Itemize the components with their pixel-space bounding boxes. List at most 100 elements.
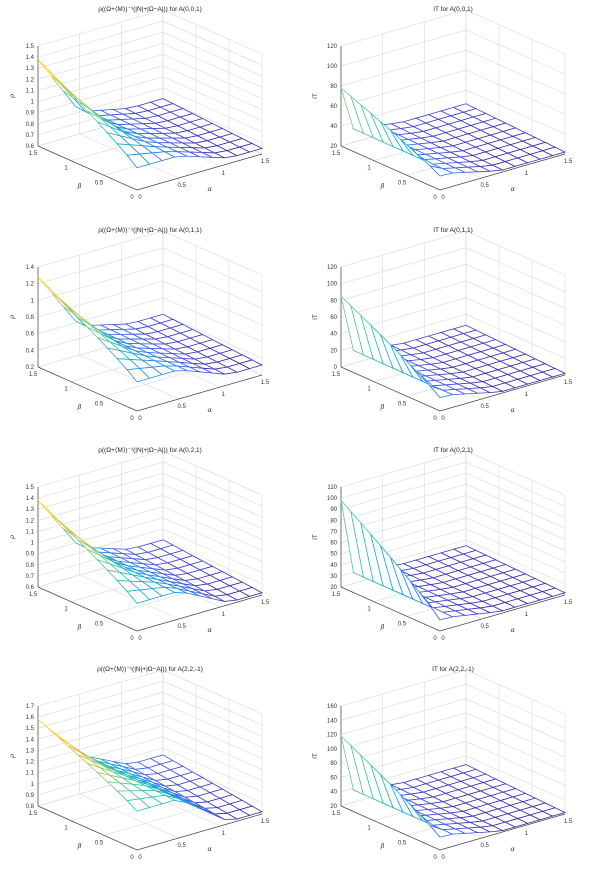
z-tick-label: 20 <box>330 585 337 591</box>
z-tick-label: 60 <box>330 104 337 110</box>
z-tick-label: 0 <box>334 365 338 371</box>
panel-title: IT for A(0,1,1) <box>433 227 473 234</box>
y-axis-label: β <box>380 623 385 631</box>
surface-mesh <box>37 719 264 820</box>
x-tick-label: 0.5 <box>480 624 489 630</box>
x-tick-label: 1.5 <box>564 380 573 386</box>
y-axis-label: β <box>77 842 82 850</box>
z-tick-label: 20 <box>330 144 337 150</box>
z-tick-label: 1.1 <box>26 529 35 535</box>
surface-panel-4: 0 20 40 60 80 100 120 0 0.5 1 1.5 α 0 0.5 1 1.5 β IT IT fo… <box>312 227 573 422</box>
surface-mesh <box>340 734 567 838</box>
y-tick-label: 0.5 <box>95 621 104 627</box>
y-tick-label: 0.5 <box>95 401 104 407</box>
z-tick-label: 1 <box>31 782 35 788</box>
z-tick-label: 100 <box>327 747 338 753</box>
z-tick-label: 1 <box>31 541 35 547</box>
panel-title: IT for A(0,0,1) <box>433 6 473 13</box>
z-tick-label: 120 <box>327 44 338 50</box>
surface-panel-6: 20 30 40 50 60 70 80 90 100 110 0 0.5 1 1.5 α 0 0.5 1 1.5 β… <box>312 447 573 642</box>
z-axis-label: ρ <box>8 754 16 759</box>
x-tick-label: 1 <box>525 831 529 837</box>
x-tick-label: 0.5 <box>480 843 489 849</box>
y-tick-label: 1 <box>367 826 371 832</box>
x-tick-label: 1 <box>222 612 226 618</box>
surface-mesh <box>340 86 567 177</box>
z-axis-label: IT <box>312 534 319 540</box>
x-tick-label: 0.5 <box>177 843 186 849</box>
y-tick-label: 0 <box>433 855 437 861</box>
z-tick-label: 50 <box>330 552 337 558</box>
y-tick-label: 1.5 <box>332 811 341 817</box>
y-tick-label: 1 <box>64 387 68 393</box>
x-tick-label: 1 <box>222 171 226 177</box>
y-tick-label: 0.5 <box>398 401 407 407</box>
x-tick-label: 0 <box>138 636 142 642</box>
surface-panel-3: 0.2 0.4 0.6 0.8 1 1.2 1.4 0 0.5 1 1.5 α 0 0.5 1 1.5 β ρ ρ(… <box>8 226 270 422</box>
z-tick-label: 20 <box>330 348 337 354</box>
x-tick-label: 1.5 <box>261 600 270 606</box>
surface-quad <box>62 90 86 112</box>
z-axis-label: ρ <box>8 535 16 540</box>
panel-title: ρ((Ω+⟨M⟩)⁻¹(|N|+|Ω−A|)) for A(0,1,1) <box>98 226 202 234</box>
z-tick-label: 0.9 <box>26 552 35 558</box>
z-tick-label: 60 <box>330 541 337 547</box>
surface-panel-5: 0.6 0.7 0.8 0.9 1 1.1 1.2 1.3 1.4 1.5 0 0.5 1 1.5 α 0 0.… <box>8 446 270 642</box>
z-tick-label: 1.4 <box>26 496 35 502</box>
y-tick-label: 0 <box>130 855 134 861</box>
x-tick-label: 0 <box>441 195 445 201</box>
x-tick-label: 1.5 <box>564 159 573 165</box>
z-tick-label: 100 <box>327 282 338 288</box>
y-tick-label: 1.5 <box>29 151 38 157</box>
x-tick-label: 0.5 <box>177 624 186 630</box>
z-tick-label: 0.7 <box>26 133 35 139</box>
surface-mesh <box>37 276 264 383</box>
z-tick-label: 80 <box>330 761 337 767</box>
y-tick-label: 1 <box>64 607 68 613</box>
z-tick-label: 0.4 <box>26 348 35 354</box>
z-tick-label: 1.3 <box>26 748 35 754</box>
z-tick-label: 60 <box>330 775 337 781</box>
z-tick-label: 1.5 <box>26 44 35 50</box>
x-tick-label: 0.5 <box>480 183 489 189</box>
x-tick-label: 1.5 <box>564 600 573 606</box>
surface-panel-1: 0.6 0.7 0.8 0.9 1 1.1 1.2 1.3 1.4 1.5 0 0.5 1 1.5 α 0 0.… <box>8 5 270 201</box>
z-tick-label: 0.8 <box>26 563 35 569</box>
y-tick-label: 1.5 <box>29 372 38 378</box>
surface-panel-7: 0.8 0.9 1 1.1 1.2 1.3 1.4 1.5 1.6 1.7 0 0.5 1 1.5 α 0 0.… <box>8 665 270 861</box>
x-tick-label: 0 <box>441 416 445 422</box>
surface-quad <box>126 153 151 169</box>
y-tick-label: 1.5 <box>29 592 38 598</box>
y-tick-label: 1.5 <box>29 811 38 817</box>
x-axis-label: α <box>207 406 212 414</box>
surface-quad <box>126 368 151 383</box>
z-axis-label: ρ <box>8 94 16 99</box>
y-tick-label: 0.5 <box>398 180 407 186</box>
y-tick-label: 1 <box>64 826 68 832</box>
x-tick-label: 1.5 <box>564 819 573 825</box>
panel-title: IT for A(2,2,-1) <box>432 666 474 673</box>
z-axis-label: IT <box>312 93 319 99</box>
y-tick-label: 0 <box>130 416 134 422</box>
x-tick-label: 1.5 <box>261 159 270 165</box>
z-tick-label: 100 <box>327 64 338 70</box>
x-tick-label: 1 <box>222 392 226 398</box>
x-tick-label: 0.5 <box>177 404 186 410</box>
z-tick-label: 80 <box>330 84 337 90</box>
z-tick-label: 1.3 <box>26 507 35 513</box>
z-tick-label: 70 <box>330 529 337 535</box>
z-tick-label: 60 <box>330 315 337 321</box>
x-tick-label: 1 <box>525 612 529 618</box>
y-tick-label: 0 <box>130 195 134 201</box>
surface-panel-8: 20 40 60 80 100 120 140 160 0 0.5 1 1.5 α 0 0.5 1 1.5 β IT… <box>312 666 573 861</box>
z-tick-label: 0.8 <box>26 122 35 128</box>
x-tick-label: 1 <box>525 392 529 398</box>
z-tick-label: 1.2 <box>26 282 35 288</box>
surface-quad <box>126 798 151 812</box>
y-tick-label: 0.5 <box>95 840 104 846</box>
z-axis-label: IT <box>312 753 319 759</box>
z-tick-label: 1.2 <box>26 760 35 766</box>
z-tick-label: 40 <box>330 124 337 130</box>
z-tick-label: 0.9 <box>26 111 35 117</box>
z-tick-label: 0.8 <box>26 804 35 810</box>
